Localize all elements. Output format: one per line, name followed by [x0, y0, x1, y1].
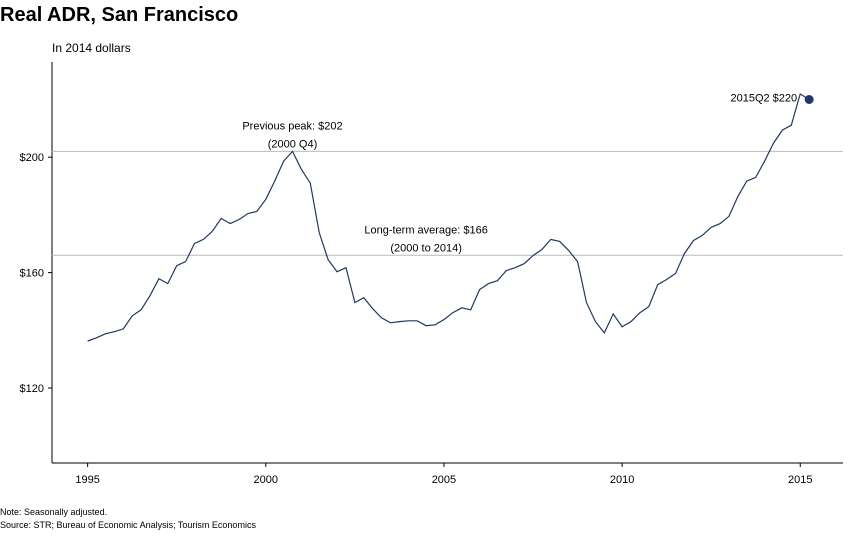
x-tick-label: 2000 — [254, 474, 278, 486]
note: Note: Seasonally adjusted. — [0, 507, 107, 517]
chart-title: Real ADR, San Francisco — [0, 4, 238, 26]
last-point — [804, 95, 814, 105]
annotation: (2000 Q4) — [268, 138, 318, 150]
source: Source: STR; Bureau of Economic Analysis… — [0, 520, 256, 530]
y-tick-label: $160 — [20, 268, 44, 280]
x-tick-label: 2010 — [610, 474, 634, 486]
annotation: (2000 to 2014) — [390, 242, 462, 254]
x-tick-label: 2015 — [788, 474, 812, 486]
annotation: Previous peak: $202 — [242, 120, 342, 132]
series-line — [87, 93, 810, 342]
x-tick-label: 2005 — [432, 474, 456, 486]
y-tick-label: $200 — [20, 152, 44, 164]
x-tick-label: 1995 — [75, 474, 99, 486]
y-tick-label: $120 — [20, 383, 44, 395]
chart-subtitle: In 2014 dollars — [52, 41, 131, 55]
point-label: 2015Q2 $220 — [730, 93, 797, 105]
annotation: Long-term average: $166 — [364, 224, 488, 236]
